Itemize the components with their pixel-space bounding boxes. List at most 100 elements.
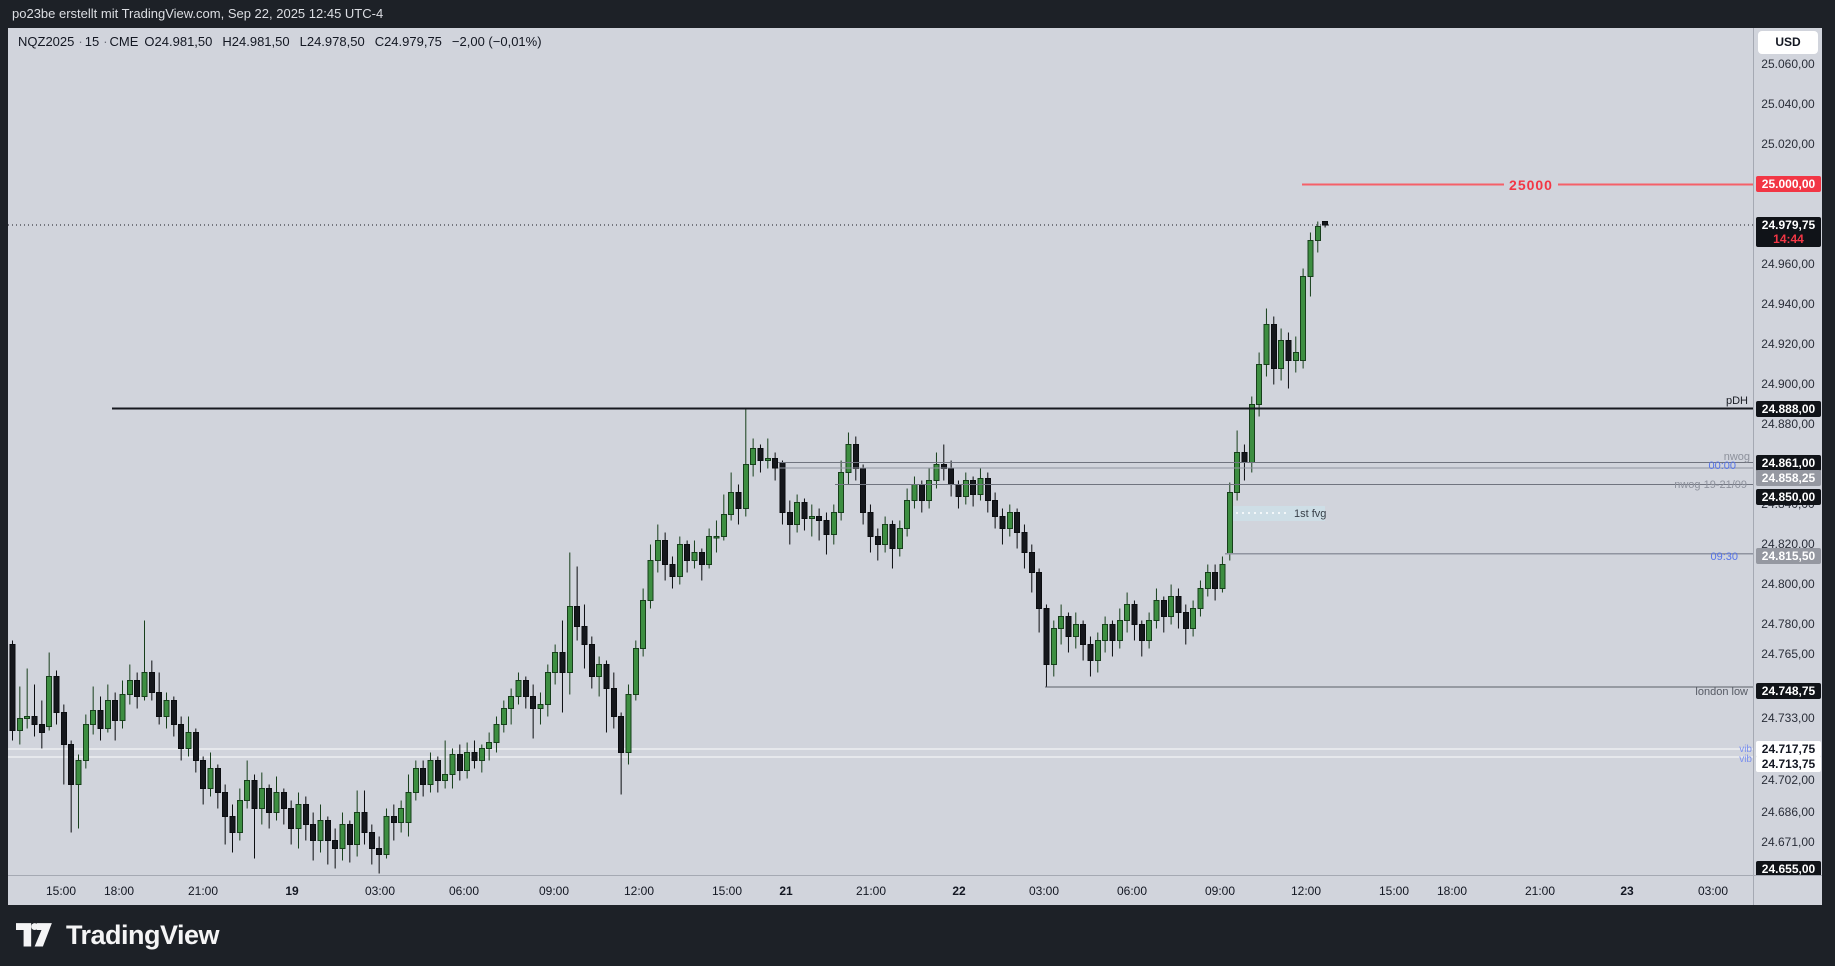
candle-down — [618, 716, 625, 753]
candle-up — [896, 528, 903, 549]
candle-up — [354, 812, 361, 845]
candle-down — [346, 824, 353, 845]
legend-low: L24.978,50 — [299, 34, 365, 49]
candle-up — [640, 600, 647, 649]
candle-down — [948, 468, 955, 485]
price-tick-label: 24.960,00 — [1761, 257, 1815, 271]
legend-close: C24.979,75 — [374, 34, 442, 49]
candle-down — [889, 524, 896, 549]
tradingview-brand[interactable]: TradingView — [16, 920, 220, 951]
time-label: 06:00 — [1116, 884, 1148, 898]
candle-down — [192, 732, 199, 761]
candle-up — [1300, 276, 1307, 361]
candle-down — [1322, 221, 1329, 226]
time-label: 03:00 — [1697, 884, 1729, 898]
candle-up — [464, 752, 471, 771]
candle-down — [874, 536, 881, 545]
candle-down — [1175, 596, 1182, 613]
time-label: 12:00 — [1290, 884, 1322, 898]
chart-plot-area[interactable]: 25000 pDH nwog 00:00 nwog 19-21/09 09:30 londo… — [8, 28, 1753, 875]
legend-open: O24.981,50 — [144, 34, 213, 49]
price-tick-label: 24.733,00 — [1761, 711, 1815, 725]
candle-up — [295, 804, 302, 829]
candle-up — [185, 732, 192, 749]
candle-up — [244, 780, 251, 801]
candle-up — [119, 694, 126, 721]
candle-up — [544, 672, 551, 705]
candle-up — [1072, 624, 1079, 637]
candle-up — [141, 672, 148, 697]
price-tick-label: 24.800,00 — [1761, 577, 1815, 591]
candle-up — [515, 680, 522, 697]
time-axis[interactable]: 15:00 18:00 21:00 19 03:00 06:00 09:00 12:00 15:… — [8, 875, 1822, 906]
candle-down — [288, 808, 295, 829]
legend-symbol[interactable]: NQZ2025 — [18, 34, 75, 49]
candle-up — [90, 710, 97, 725]
price-badge: 24.713,75 — [1756, 756, 1821, 772]
candle-down — [324, 820, 331, 841]
candle-up — [412, 768, 419, 793]
price-badge: 24.748,75 — [1756, 683, 1821, 699]
candle-down — [1036, 572, 1043, 609]
currency-button[interactable]: USD — [1758, 31, 1818, 54]
candle-up — [1307, 240, 1314, 277]
candle-up — [1168, 596, 1175, 617]
candle-down — [9, 644, 16, 731]
candle-down — [669, 564, 676, 577]
candle-up — [728, 492, 735, 515]
vib-lower-label: vib — [1739, 754, 1752, 765]
candle-up — [508, 696, 515, 709]
candle-down — [280, 792, 287, 809]
london-low-label: london low — [1695, 686, 1748, 698]
candle-down — [456, 754, 463, 771]
price-tick-label: 24.920,00 — [1761, 337, 1815, 351]
candle-down — [97, 710, 104, 729]
time-label: 18:00 — [1436, 884, 1468, 898]
candle-up — [317, 820, 324, 841]
candle-up — [647, 560, 654, 601]
candle-up — [596, 664, 603, 677]
candle-up — [449, 754, 456, 775]
candle-down — [999, 516, 1006, 529]
candle-up — [830, 512, 837, 535]
candle-down — [559, 652, 566, 673]
candle-up — [1124, 604, 1131, 621]
candle-down — [779, 462, 786, 513]
candle-up — [808, 516, 815, 519]
candle-up — [1204, 572, 1211, 589]
time-date-label: 21 — [779, 884, 793, 898]
candle-up — [383, 816, 390, 855]
candle-down — [1241, 452, 1248, 463]
candle-up — [654, 540, 661, 561]
candle-down — [662, 540, 669, 565]
candle-up — [632, 648, 639, 695]
candle-up — [339, 824, 346, 849]
candle-down — [1182, 612, 1189, 629]
candle-up — [926, 480, 933, 501]
axis-corner-separator — [1753, 876, 1754, 906]
candle-down — [984, 478, 991, 501]
time-label: 15:00 — [711, 884, 743, 898]
candle-up — [75, 760, 82, 785]
price-axis[interactable]: USD 25.060,00 25.040,00 25.020,00 24.960,00… — [1753, 28, 1822, 877]
time-label: 21:00 — [1524, 884, 1556, 898]
price-tick-label: 24.702,00 — [1761, 773, 1815, 787]
time-label: 03:00 — [364, 884, 396, 898]
candle-down — [992, 500, 999, 517]
candle-down — [588, 644, 595, 677]
candle-up — [258, 788, 265, 809]
candle-down — [368, 832, 375, 849]
candle-up — [552, 652, 559, 673]
price-tick-label: 25.020,00 — [1761, 137, 1815, 151]
candle-down — [60, 712, 67, 745]
candle-down — [530, 696, 537, 709]
candle-down — [1160, 600, 1167, 617]
candle-up — [126, 680, 133, 695]
candle-up — [691, 552, 698, 561]
symbol-legend[interactable]: NQZ2025 · 15 · CME O24.981,50 H24.981,50 L24.97… — [18, 34, 558, 49]
candle-up — [1226, 492, 1233, 554]
legend-interval[interactable]: 15 — [84, 34, 100, 49]
bar-countdown: 14:44 — [1773, 232, 1804, 246]
